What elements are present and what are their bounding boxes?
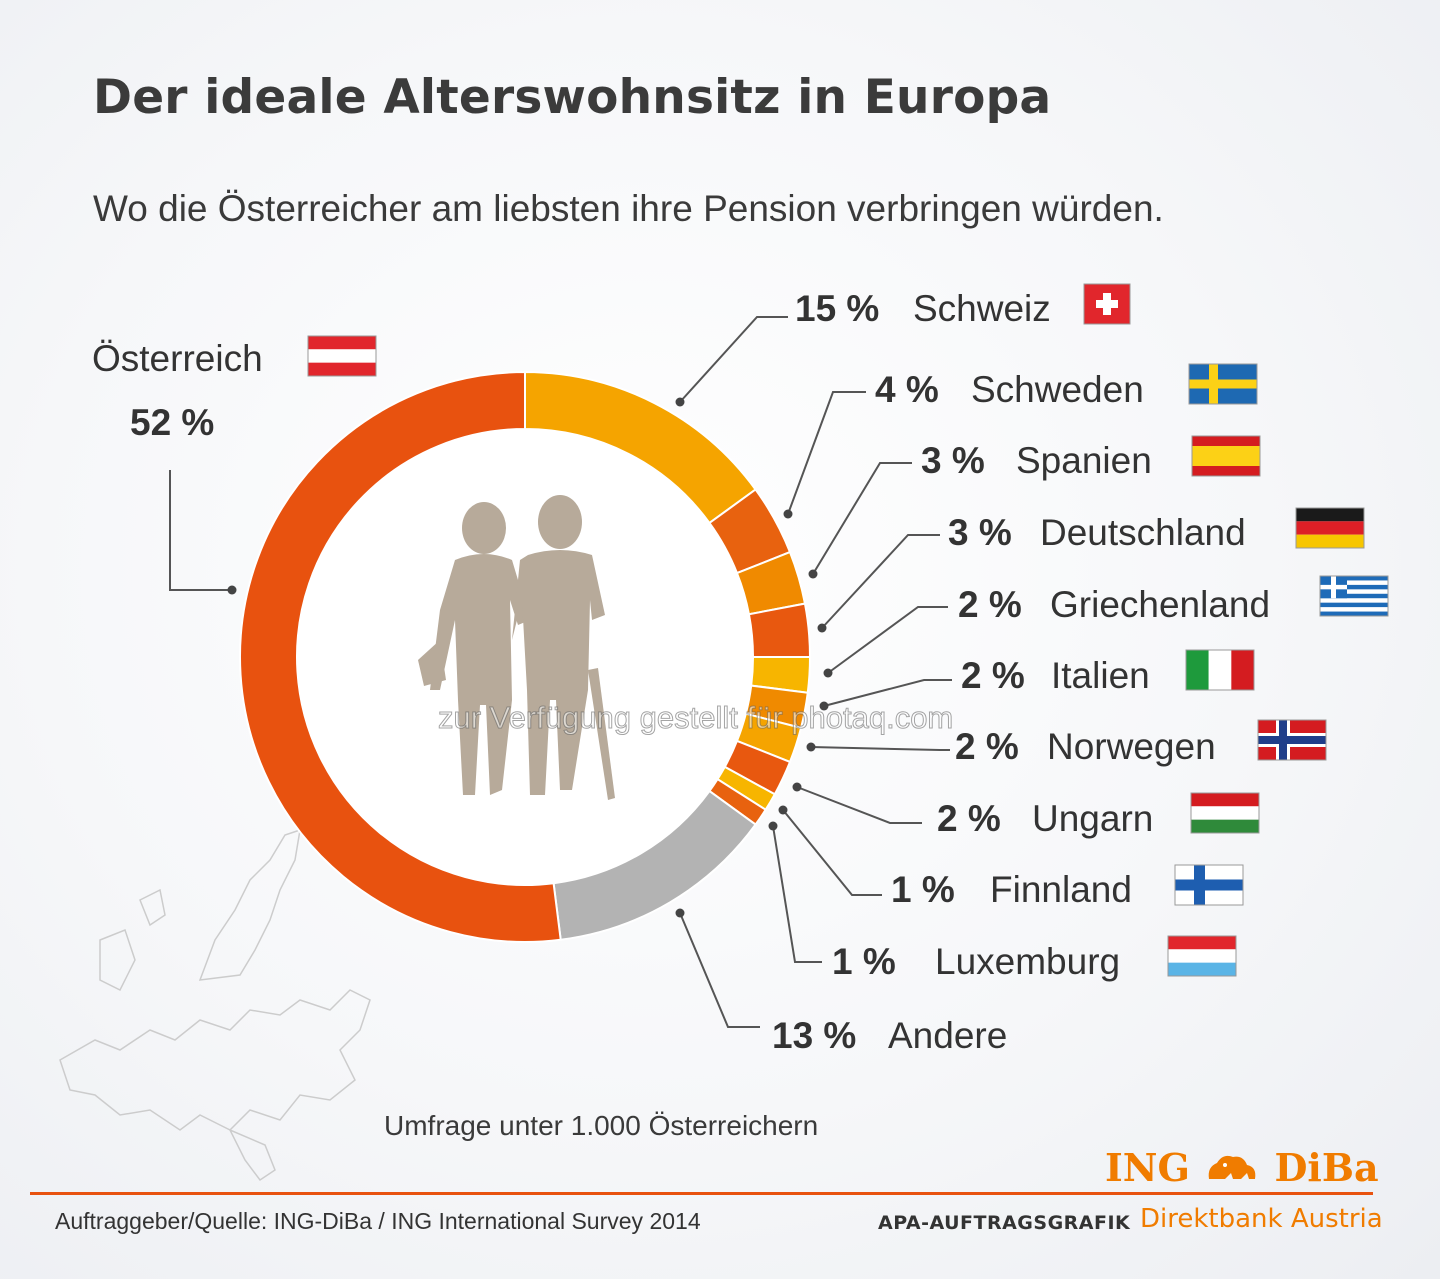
europe-map-icon (59, 828, 371, 1182)
leader-line--sterreich (169, 470, 232, 591)
bank-tagline: Direktbank Austria (1140, 1204, 1383, 1234)
label-pct-ungarn: 2 % (937, 798, 1001, 839)
sweden-flag (1188, 363, 1258, 405)
label-pct-deutschland: 3 % (948, 512, 1012, 553)
label-pct-italien: 2 % (961, 655, 1025, 696)
germany-flag (1295, 507, 1365, 549)
label-name-ungarn: Ungarn (1032, 798, 1153, 839)
greece-flag (1319, 575, 1389, 617)
leader-line-norwegen (810, 746, 950, 751)
elderly-couple-icon (418, 495, 615, 800)
leader-dot--sterreich (227, 585, 237, 595)
leader-dot-ungarn (792, 782, 802, 792)
finland-flag (1174, 864, 1244, 906)
leader-line-schweiz (679, 316, 788, 403)
label-name-schweden: Schweden (971, 369, 1144, 410)
logo-ing-text: ING (1105, 1145, 1190, 1190)
hungary-flag (1190, 792, 1260, 834)
ing-diba-logo: ING DiBa (1105, 1145, 1379, 1190)
leader-dot-schweiz (675, 397, 685, 407)
austria-flag (307, 335, 377, 377)
donut-hole (297, 429, 753, 885)
leader-dot-andere (675, 908, 685, 918)
label-pct-austria: 52 % (130, 402, 215, 443)
leader-line-italien (823, 679, 952, 707)
leader-dot-spanien (808, 569, 818, 579)
leader-line-andere (679, 912, 760, 1028)
leader-line-ungarn (796, 786, 922, 824)
spain-flag (1191, 435, 1261, 477)
label-name-norwegen: Norwegen (1047, 726, 1216, 767)
label-name-luxemburg: Luxemburg (935, 941, 1120, 982)
label-pct-finnland: 1 % (891, 869, 955, 910)
leader-dot-norwegen (806, 742, 816, 752)
watermark: zur Verfügung gestellt für photaq.com (437, 700, 954, 736)
chart-title: Der ideale Alterswohnsitz in Europa (93, 70, 1052, 125)
label-pct-schweiz: 15 % (795, 288, 879, 329)
leader-dot-schweden (783, 509, 793, 519)
logo-diba-text: DiBa (1274, 1145, 1379, 1190)
italy-flag (1185, 649, 1255, 691)
source-text: Auftraggeber/Quelle: ING-DiBa / ING Inte… (55, 1208, 701, 1234)
label-pct-spanien: 3 % (921, 440, 985, 481)
apa-credit: APA-AUFTRAGSGRAFIK (878, 1212, 1131, 1234)
leader-line-luxemburg (772, 825, 822, 963)
norway-flag (1257, 719, 1327, 761)
chart-subtitle: Wo die Österreicher am liebsten ihre Pen… (93, 188, 1164, 229)
leader-line-deutschland (821, 534, 940, 629)
label-name-italien: Italien (1051, 655, 1150, 696)
label-pct-luxemburg: 1 % (832, 941, 896, 982)
leader-dot-italien (819, 701, 829, 711)
lion-icon (1208, 1155, 1256, 1179)
label-pct-norwegen: 2 % (955, 726, 1019, 767)
label-pct-griechenland: 2 % (958, 584, 1022, 625)
leader-dot-finnland (778, 805, 788, 815)
label-name-griechenland: Griechenland (1050, 584, 1270, 625)
footer-divider (30, 1192, 1373, 1195)
leader-dot-griechenland (823, 668, 833, 678)
label-name-spanien: Spanien (1016, 440, 1152, 481)
flags (307, 283, 1389, 977)
leader-dot-luxemburg (768, 821, 778, 831)
label-name-andere: Andere (888, 1015, 1007, 1056)
survey-footnote: Umfrage unter 1.000 Österreichern (384, 1110, 819, 1141)
leader-line-spanien (812, 462, 912, 575)
leader-line-schweden (787, 391, 866, 515)
leader-line-finnland (782, 809, 882, 896)
leader-dot-deutschland (817, 623, 827, 633)
label-name-finnland: Finnland (990, 869, 1132, 910)
label-name-schweiz: Schweiz (913, 288, 1051, 329)
label-name-deutschland: Deutschland (1040, 512, 1246, 553)
switzerland-flag (1083, 283, 1131, 325)
label-name-austria: Österreich (92, 338, 263, 379)
luxembourg-flag (1167, 935, 1237, 977)
label-pct-schweden: 4 % (875, 369, 939, 410)
leader-line-griechenland (827, 606, 948, 674)
label-pct-andere: 13 % (772, 1015, 856, 1056)
slice-deutschland (747, 602, 812, 658)
